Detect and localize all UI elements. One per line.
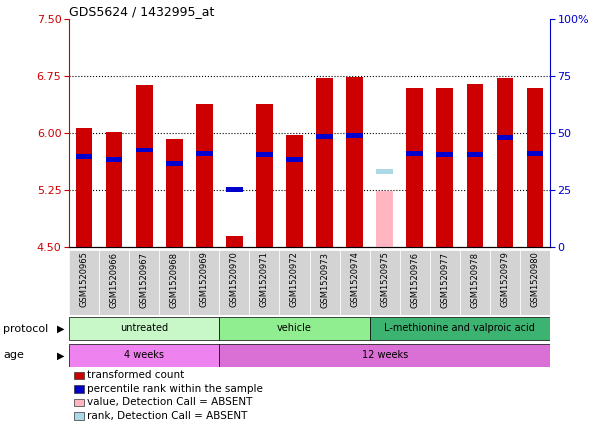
Text: GSM1520980: GSM1520980 bbox=[531, 252, 539, 308]
Bar bbox=[520, 250, 550, 315]
Bar bbox=[430, 250, 460, 315]
Bar bbox=[406, 151, 423, 156]
Bar bbox=[460, 250, 490, 315]
Bar bbox=[129, 250, 159, 315]
Bar bbox=[74, 398, 84, 406]
Bar bbox=[346, 77, 363, 247]
Bar bbox=[76, 154, 93, 159]
Bar bbox=[256, 152, 273, 157]
Bar bbox=[466, 84, 483, 247]
Text: protocol: protocol bbox=[3, 324, 48, 334]
Text: vehicle: vehicle bbox=[277, 324, 312, 333]
Text: GSM1520974: GSM1520974 bbox=[350, 252, 359, 308]
Bar bbox=[316, 134, 333, 139]
Bar bbox=[69, 343, 219, 367]
Text: GSM1520973: GSM1520973 bbox=[320, 252, 329, 308]
Bar bbox=[496, 135, 513, 140]
Text: percentile rank within the sample: percentile rank within the sample bbox=[87, 384, 263, 394]
Bar bbox=[376, 169, 393, 174]
Text: GDS5624 / 1432995_at: GDS5624 / 1432995_at bbox=[69, 5, 215, 18]
Bar bbox=[106, 157, 123, 162]
Text: GSM1520975: GSM1520975 bbox=[380, 252, 389, 308]
Text: GSM1520971: GSM1520971 bbox=[260, 252, 269, 308]
Bar bbox=[74, 385, 84, 393]
Text: rank, Detection Call = ABSENT: rank, Detection Call = ABSENT bbox=[87, 411, 248, 421]
Text: ▶: ▶ bbox=[58, 350, 65, 360]
Bar bbox=[279, 250, 310, 315]
Bar bbox=[376, 191, 393, 247]
Text: age: age bbox=[3, 350, 24, 360]
Bar bbox=[370, 317, 550, 340]
Text: GSM1520978: GSM1520978 bbox=[471, 252, 479, 308]
Bar bbox=[74, 412, 84, 420]
Bar bbox=[370, 250, 400, 315]
Text: GSM1520968: GSM1520968 bbox=[170, 252, 178, 308]
Bar bbox=[136, 148, 153, 152]
Bar bbox=[69, 250, 99, 315]
Bar bbox=[99, 250, 129, 315]
Text: untreated: untreated bbox=[120, 324, 168, 333]
Bar bbox=[189, 250, 219, 315]
Text: GSM1520965: GSM1520965 bbox=[80, 252, 88, 308]
Bar bbox=[136, 85, 153, 247]
Text: GSM1520966: GSM1520966 bbox=[110, 252, 118, 308]
Bar bbox=[310, 250, 340, 315]
Text: transformed count: transformed count bbox=[87, 371, 185, 380]
Bar bbox=[436, 88, 453, 247]
Bar bbox=[219, 250, 249, 315]
Bar bbox=[286, 135, 303, 247]
Text: GSM1520972: GSM1520972 bbox=[290, 252, 299, 308]
Bar bbox=[466, 152, 483, 157]
Bar bbox=[286, 157, 303, 162]
Text: GSM1520969: GSM1520969 bbox=[200, 252, 209, 308]
Text: GSM1520970: GSM1520970 bbox=[230, 252, 239, 308]
Text: GSM1520967: GSM1520967 bbox=[140, 252, 148, 308]
Bar bbox=[226, 187, 243, 192]
Text: GSM1520976: GSM1520976 bbox=[410, 252, 419, 308]
Bar bbox=[340, 250, 370, 315]
Bar bbox=[496, 78, 513, 247]
Bar bbox=[256, 104, 273, 247]
Bar bbox=[166, 139, 183, 247]
Text: L-methionine and valproic acid: L-methionine and valproic acid bbox=[384, 324, 535, 333]
Bar bbox=[219, 317, 370, 340]
Text: 12 weeks: 12 weeks bbox=[362, 350, 407, 360]
Bar bbox=[526, 151, 543, 156]
Text: GSM1520979: GSM1520979 bbox=[501, 252, 509, 308]
Bar bbox=[196, 151, 213, 156]
Bar bbox=[166, 161, 183, 166]
Text: GSM1520977: GSM1520977 bbox=[441, 252, 449, 308]
Bar bbox=[346, 133, 363, 138]
Bar bbox=[400, 250, 430, 315]
Bar bbox=[526, 88, 543, 247]
Text: value, Detection Call = ABSENT: value, Detection Call = ABSENT bbox=[87, 398, 253, 407]
Bar bbox=[249, 250, 279, 315]
Bar bbox=[159, 250, 189, 315]
Bar bbox=[490, 250, 520, 315]
Bar bbox=[316, 78, 333, 247]
Bar bbox=[219, 343, 550, 367]
Bar bbox=[436, 152, 453, 157]
Bar bbox=[74, 371, 84, 379]
Bar bbox=[106, 132, 123, 247]
Bar bbox=[76, 128, 93, 247]
Text: ▶: ▶ bbox=[58, 324, 65, 334]
Text: 4 weeks: 4 weeks bbox=[124, 350, 164, 360]
Bar bbox=[196, 104, 213, 247]
Bar bbox=[226, 236, 243, 247]
Bar bbox=[69, 317, 219, 340]
Bar bbox=[406, 88, 423, 247]
